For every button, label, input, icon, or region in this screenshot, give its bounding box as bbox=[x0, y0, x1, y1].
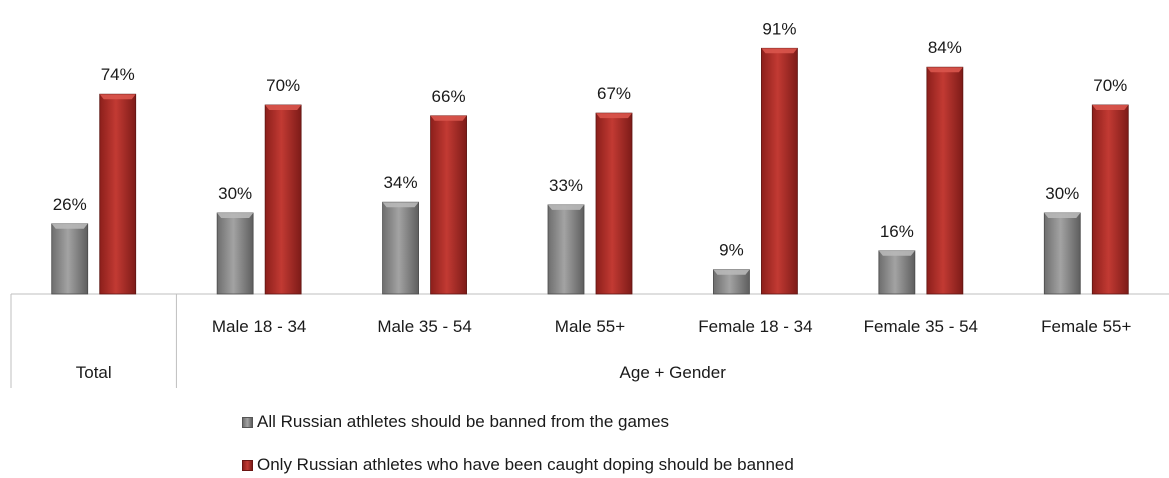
data-label: 9% bbox=[719, 241, 744, 260]
bar-series-2 bbox=[595, 112, 633, 295]
bar-bevel bbox=[1092, 105, 1129, 110]
category-tick-label: Female 18 - 34 bbox=[698, 317, 812, 336]
bar-series-1 bbox=[382, 201, 419, 295]
legend-label-series-1: All Russian athletes should be banned fr… bbox=[257, 412, 670, 431]
legend-label-series-2: Only Russian athletes who have been caug… bbox=[257, 455, 794, 474]
bar-bevel bbox=[51, 223, 88, 229]
data-label: 74% bbox=[101, 65, 135, 84]
data-label: 84% bbox=[928, 38, 962, 57]
group-label-total: Total bbox=[76, 363, 112, 382]
bar-bevel bbox=[99, 94, 136, 100]
legend-swatch-gray bbox=[242, 416, 253, 428]
bar-bevel bbox=[1044, 213, 1081, 218]
bar-series-2 bbox=[926, 66, 964, 295]
axis-lines bbox=[10, 293, 1169, 388]
category-tick-label: Male 55+ bbox=[555, 317, 625, 336]
data-label: 66% bbox=[432, 87, 466, 106]
bar-series-2 bbox=[761, 47, 798, 295]
bar-bevel bbox=[596, 113, 632, 119]
data-label: 70% bbox=[266, 76, 300, 95]
bar-series-2 bbox=[1091, 104, 1129, 295]
bar-series-1 bbox=[878, 250, 916, 295]
bars bbox=[51, 47, 1129, 295]
bar-bevel bbox=[926, 67, 963, 73]
data-label: 33% bbox=[549, 176, 583, 195]
bar-bevel bbox=[713, 269, 750, 275]
category-tick-label: Male 18 - 34 bbox=[212, 317, 307, 336]
bar-series-1 bbox=[51, 223, 89, 295]
bar-bevel bbox=[265, 105, 302, 110]
data-label: 67% bbox=[597, 84, 631, 103]
category-tick-label: Female 35 - 54 bbox=[864, 317, 978, 336]
data-label: 70% bbox=[1093, 76, 1127, 95]
legend-swatch-red bbox=[242, 459, 253, 471]
category-tick-label: Male 35 - 54 bbox=[377, 317, 472, 336]
bar-series-1 bbox=[216, 212, 254, 295]
bar-series-2 bbox=[430, 115, 467, 295]
group-label-age-gender: Age + Gender bbox=[620, 363, 727, 382]
legend-item-series-2: Only Russian athletes who have been caug… bbox=[242, 455, 794, 475]
bar-bevel bbox=[548, 204, 584, 210]
bar-bevel bbox=[217, 213, 254, 218]
data-label: 91% bbox=[762, 19, 796, 38]
data-label: 34% bbox=[384, 173, 418, 192]
bar-series-1 bbox=[547, 204, 585, 295]
bar-series-2 bbox=[264, 104, 302, 295]
bar-bevel bbox=[382, 202, 419, 208]
bar-series-1 bbox=[1043, 212, 1081, 295]
tick-labels: Male 18 - 34 Male 35 - 54 Male 55+ Female 1… bbox=[76, 317, 1132, 382]
data-label: 30% bbox=[218, 184, 252, 203]
data-label: 16% bbox=[880, 222, 914, 241]
category-tick-label: Female 55+ bbox=[1041, 317, 1131, 336]
data-label: 26% bbox=[53, 195, 87, 214]
bar-bevel bbox=[878, 250, 915, 256]
data-labels: 26% 74% 30% 70% 34% 66% 33% 67% 9% 91% 16% 84% 30% 70… bbox=[53, 19, 1128, 259]
bar-bevel bbox=[761, 48, 798, 54]
bar-series-2 bbox=[99, 93, 137, 295]
data-label: 30% bbox=[1045, 184, 1079, 203]
legend-item-series-1: All Russian athletes should be banned fr… bbox=[242, 412, 669, 432]
bar-bevel bbox=[430, 115, 467, 121]
